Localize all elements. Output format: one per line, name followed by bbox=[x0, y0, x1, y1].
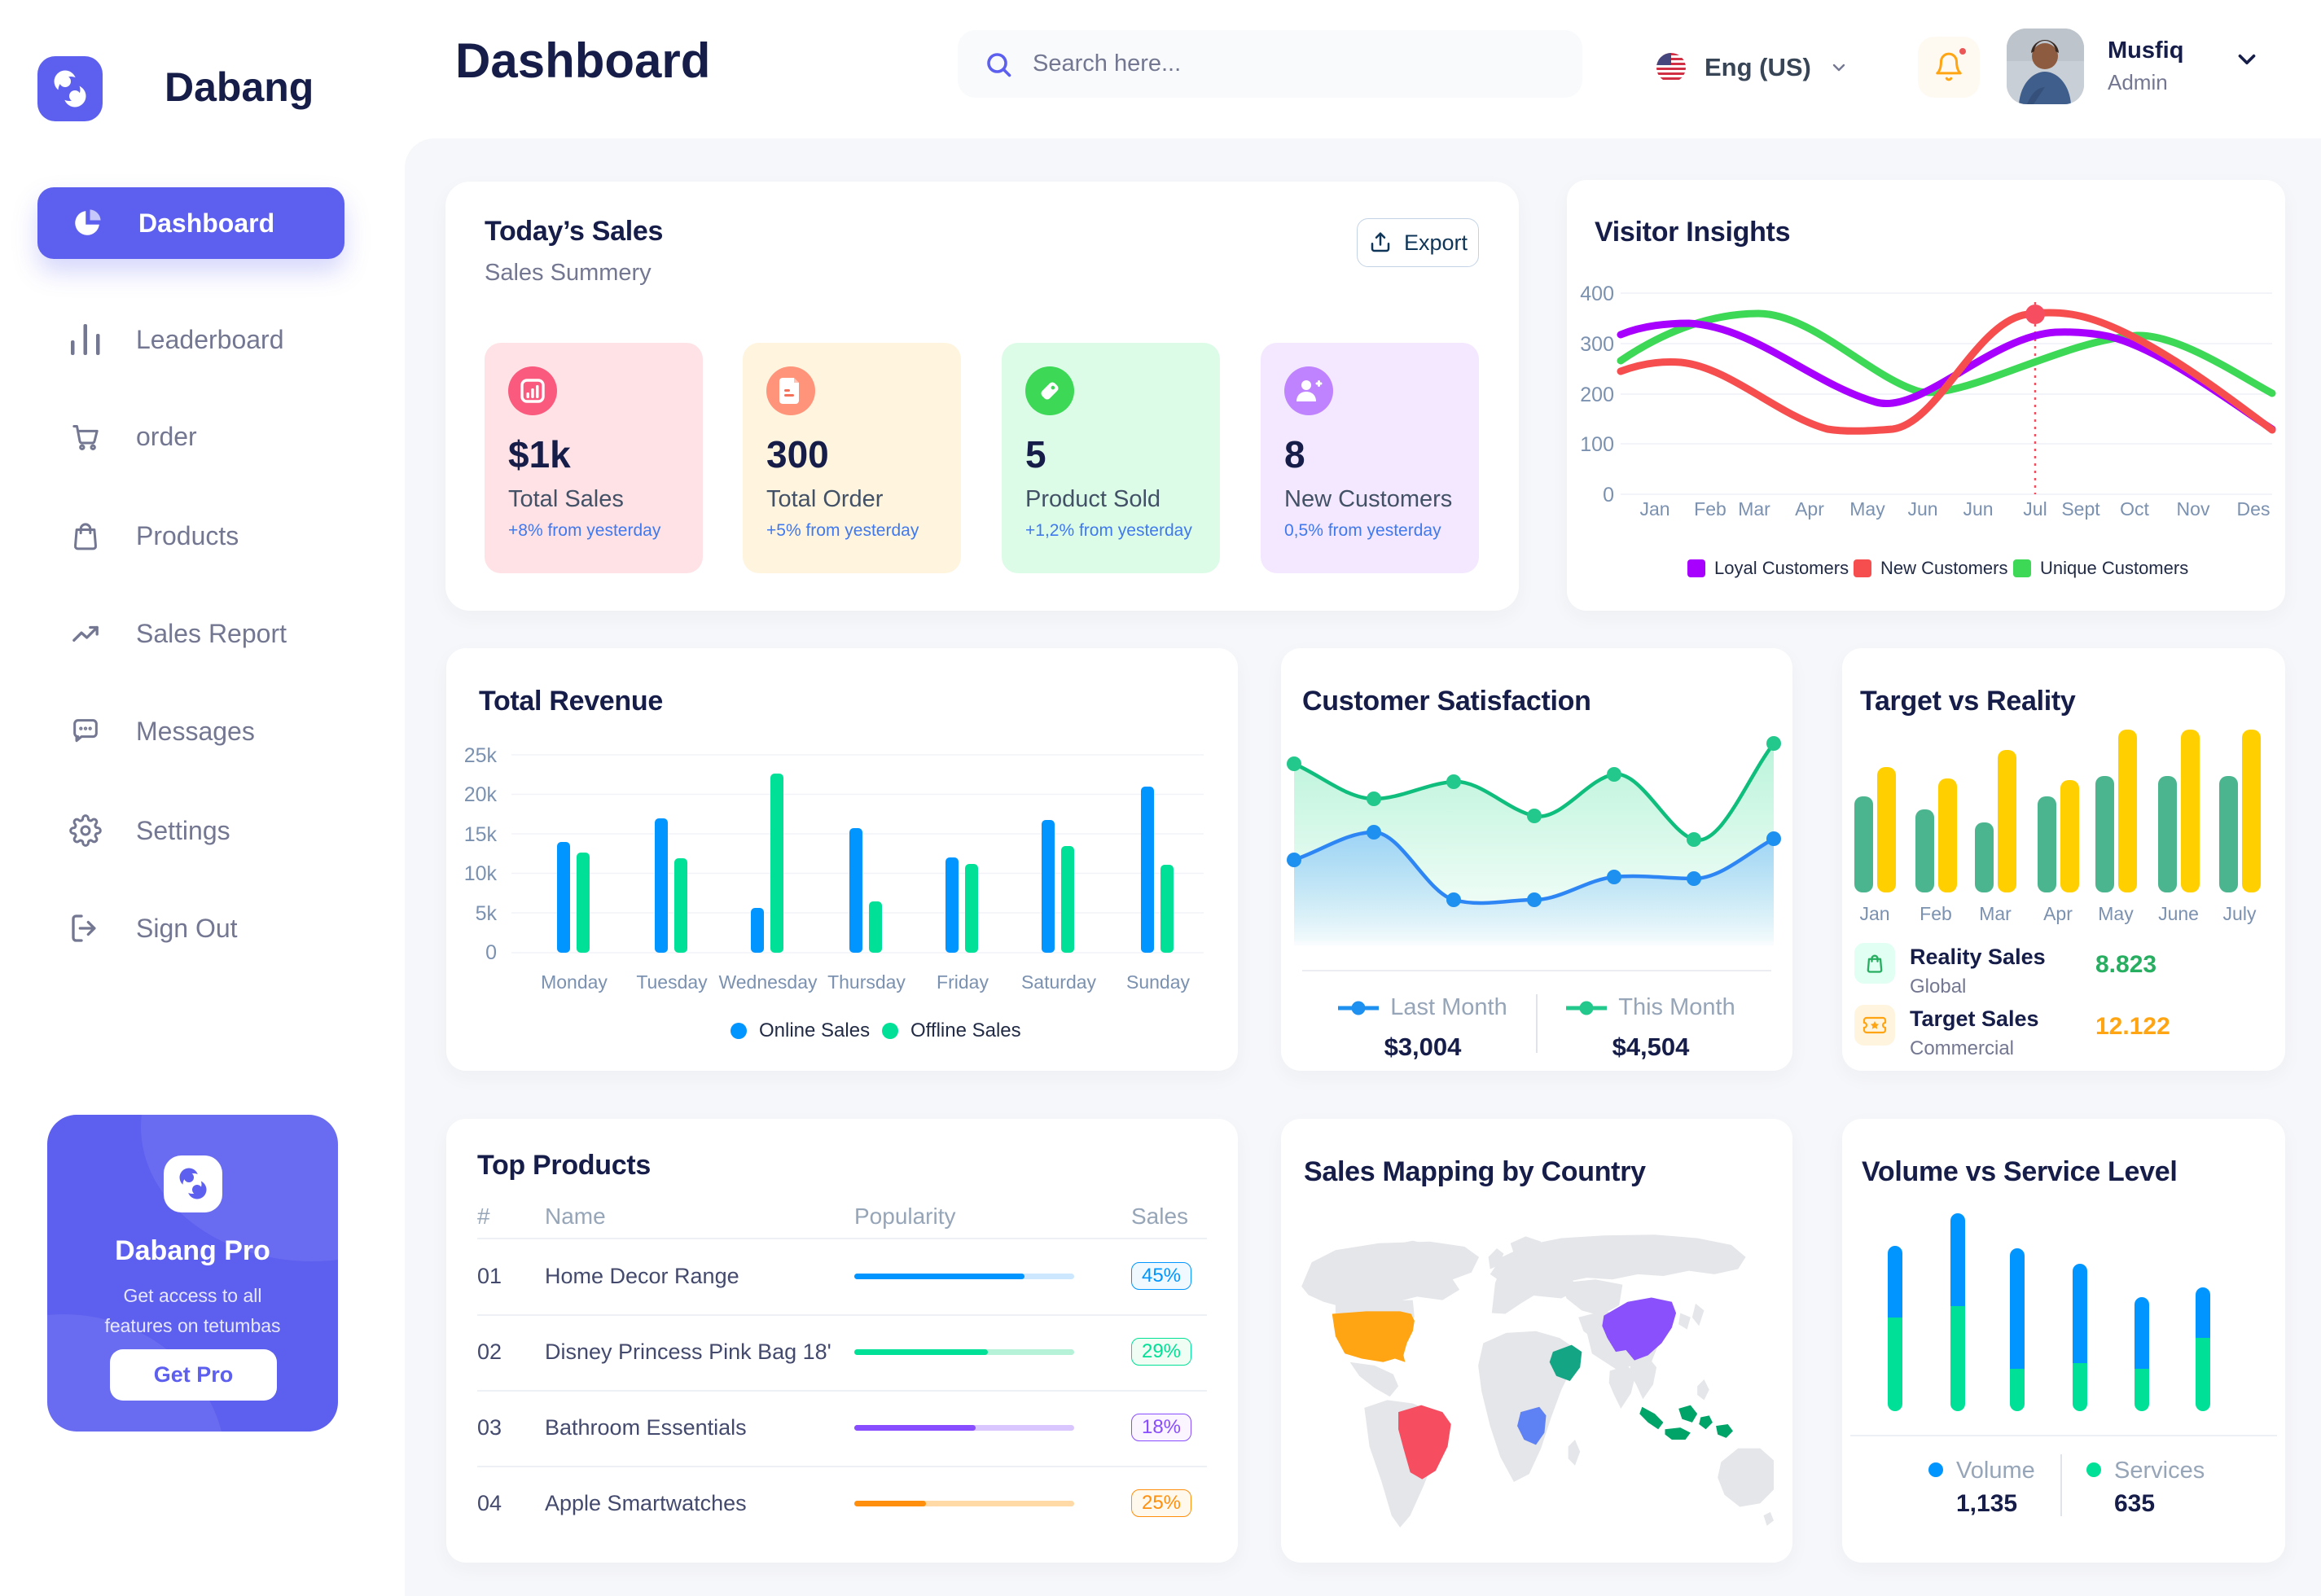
svg-text:Thursday: Thursday bbox=[827, 971, 906, 993]
svg-text:Jan: Jan bbox=[1859, 903, 1889, 924]
svg-text:June: June bbox=[2158, 903, 2199, 924]
svg-text:0: 0 bbox=[1603, 484, 1614, 506]
svg-text:25k: 25k bbox=[464, 744, 498, 767]
svg-text:15k: 15k bbox=[464, 823, 498, 846]
svg-text:10k: 10k bbox=[464, 862, 498, 885]
svg-text:Des: Des bbox=[2237, 498, 2271, 520]
svg-text:Apr: Apr bbox=[1795, 498, 1824, 520]
svg-text:0: 0 bbox=[485, 941, 497, 964]
svg-text:20k: 20k bbox=[464, 783, 498, 806]
svg-text:Oct: Oct bbox=[2120, 498, 2149, 520]
svg-text:Monday: Monday bbox=[541, 971, 608, 993]
svg-text:Feb: Feb bbox=[1694, 498, 1726, 520]
svg-text:July: July bbox=[2223, 903, 2257, 924]
svg-text:200: 200 bbox=[1580, 384, 1614, 406]
svg-text:Jun: Jun bbox=[1907, 498, 1937, 520]
svg-text:Feb: Feb bbox=[1920, 903, 1952, 924]
svg-text:Jul: Jul bbox=[2023, 498, 2047, 520]
svg-text:Wednesday: Wednesday bbox=[718, 971, 818, 993]
svg-text:Jan: Jan bbox=[1639, 498, 1669, 520]
svg-text:Nov: Nov bbox=[2177, 498, 2210, 520]
svg-text:300: 300 bbox=[1580, 333, 1614, 356]
svg-text:Sept: Sept bbox=[2061, 498, 2100, 520]
svg-text:Mar: Mar bbox=[1979, 903, 2012, 924]
svg-text:Apr: Apr bbox=[2043, 903, 2073, 924]
svg-text:May: May bbox=[2098, 903, 2134, 924]
svg-text:400: 400 bbox=[1580, 283, 1614, 305]
svg-text:5k: 5k bbox=[476, 902, 498, 925]
svg-text:Saturday: Saturday bbox=[1021, 971, 1097, 993]
svg-text:May: May bbox=[1849, 498, 1885, 520]
svg-text:100: 100 bbox=[1580, 433, 1614, 456]
svg-text:Jun: Jun bbox=[1963, 498, 1993, 520]
svg-text:Tuesday: Tuesday bbox=[636, 971, 708, 993]
svg-text:Mar: Mar bbox=[1738, 498, 1770, 520]
svg-text:Friday: Friday bbox=[937, 971, 989, 993]
svg-text:Sunday: Sunday bbox=[1126, 971, 1191, 993]
